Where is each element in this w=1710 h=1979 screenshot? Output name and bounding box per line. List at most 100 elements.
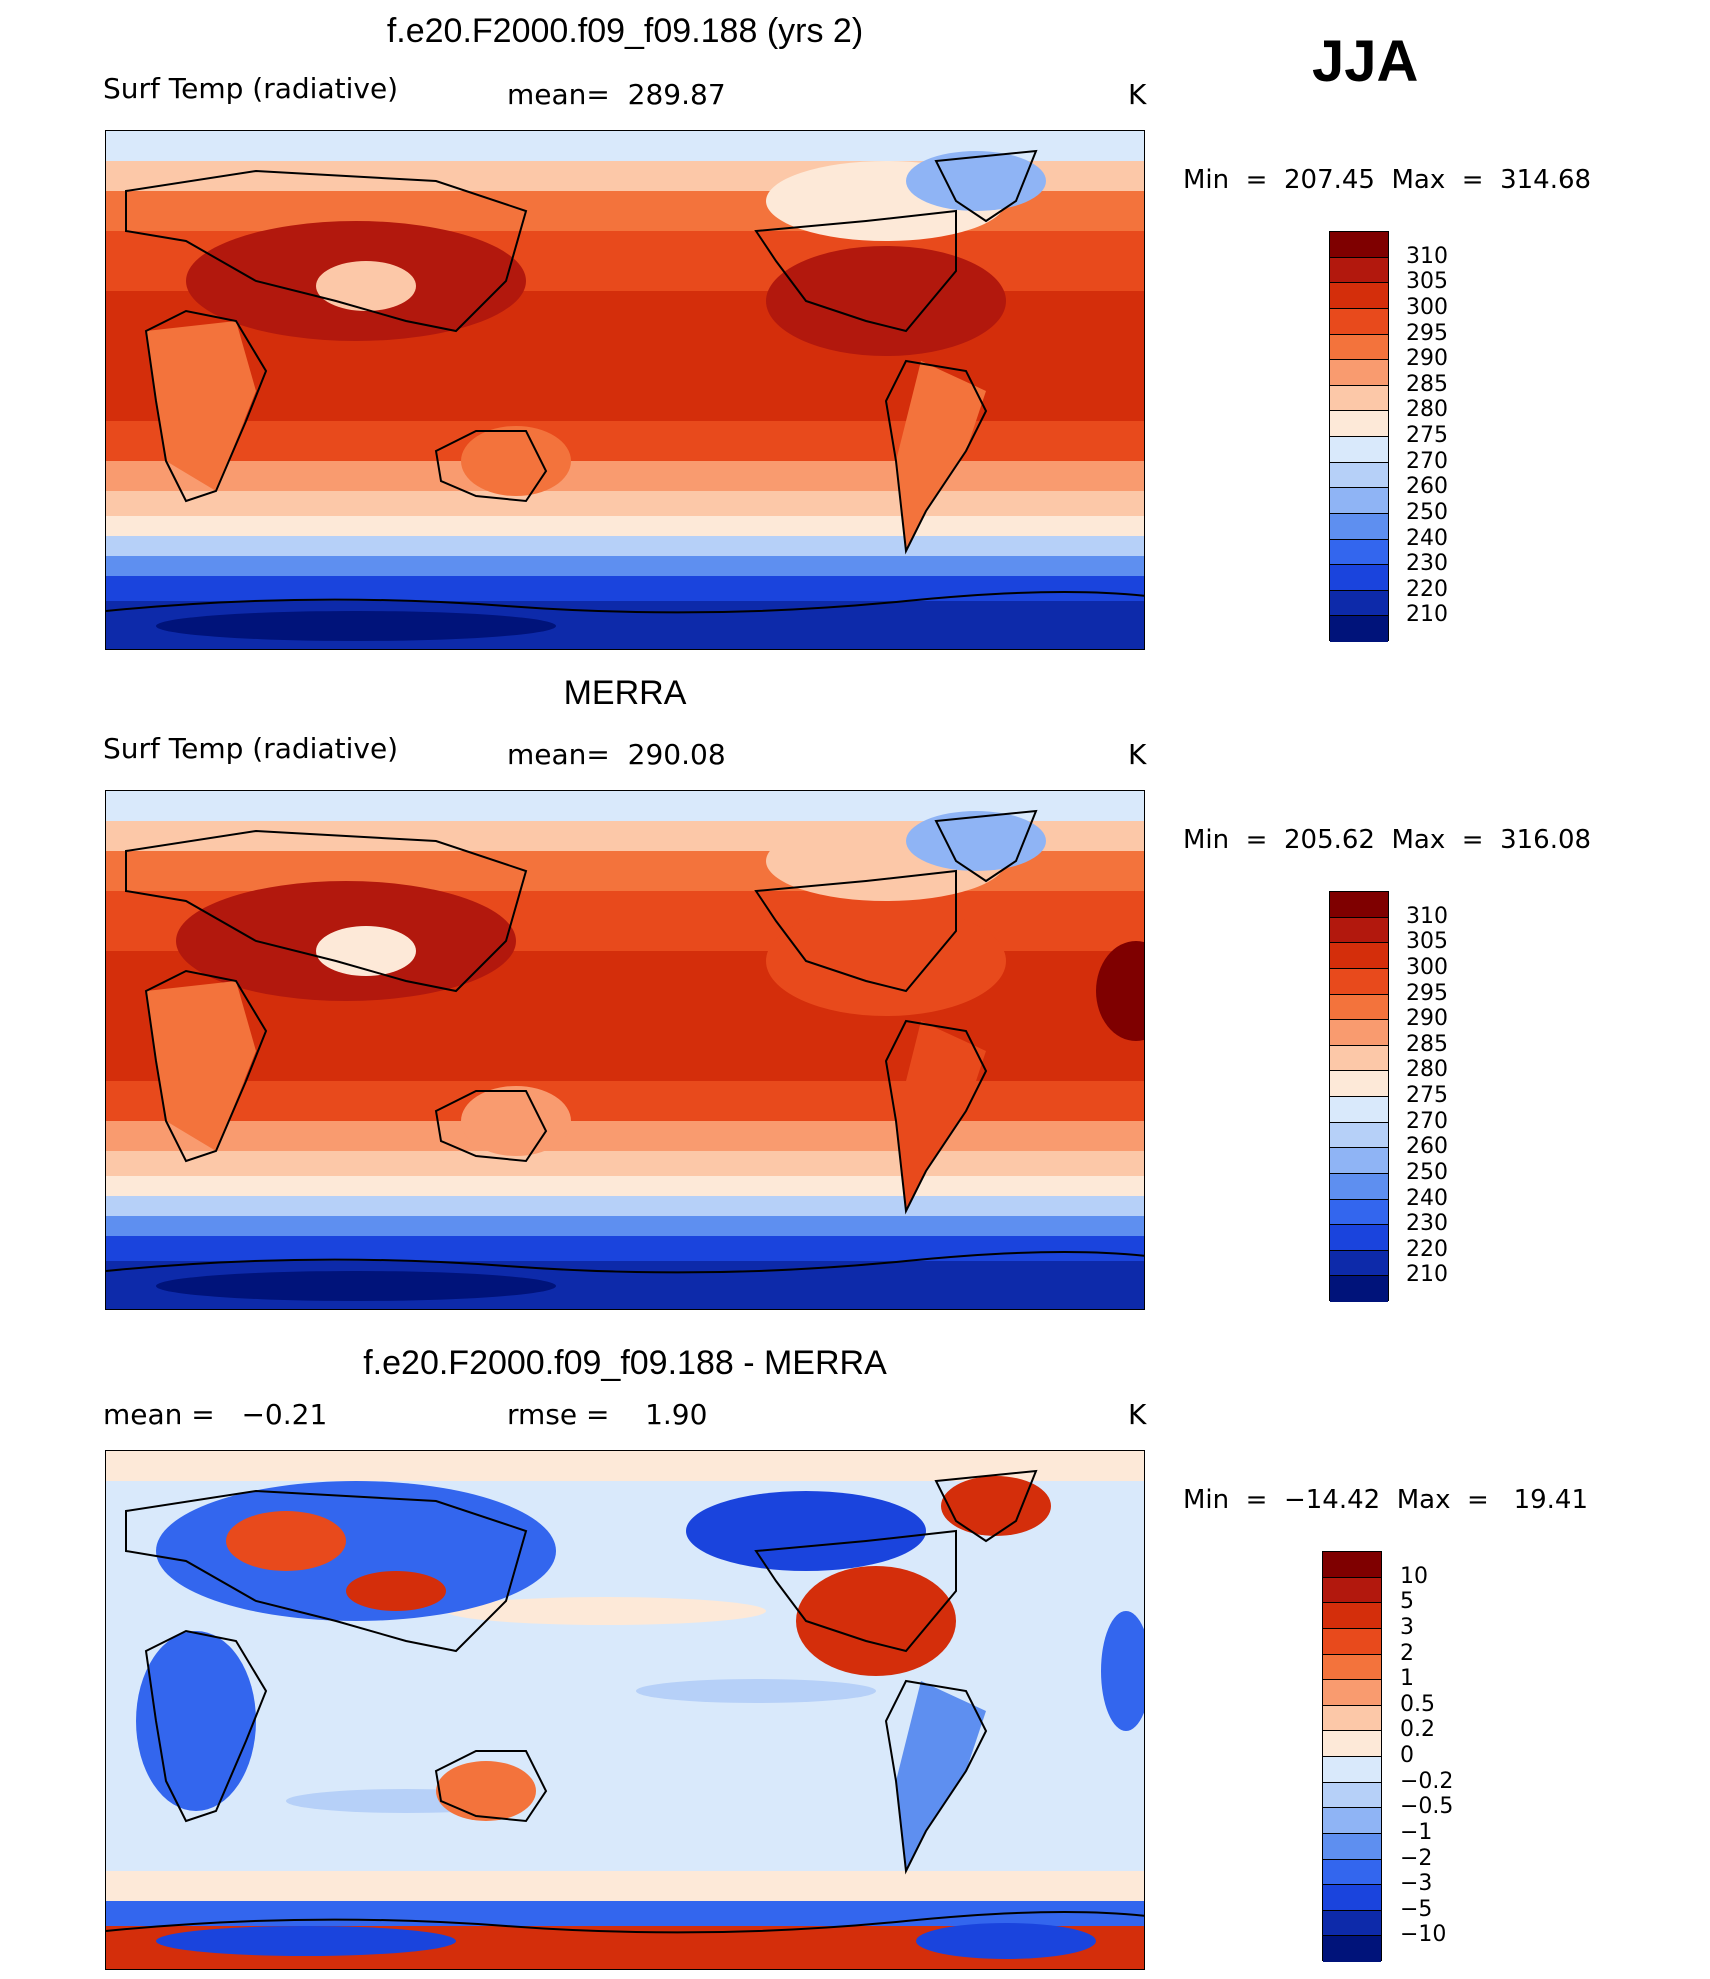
- colorbar-tick-label: 220: [1406, 1236, 1448, 1262]
- colorbar-tick-label: 210: [1406, 602, 1448, 628]
- panel-2-minmax: Min = 205.62 Max = 316.08: [1183, 825, 1592, 855]
- colorbar-tick-label: 305: [1406, 929, 1448, 955]
- colorbar-tick-label: −0.5: [1400, 1794, 1454, 1820]
- colorbar-swatch: [1330, 943, 1388, 969]
- colorbar-swatch: [1330, 994, 1388, 1021]
- panel-1-mean-label: mean= 289.87: [507, 78, 726, 111]
- colorbar-tick-label: 250: [1406, 499, 1448, 525]
- panel-1-title: f.e20.F2000.f09_f09.188 (yrs 2): [386, 12, 864, 50]
- colorbar-tick-label: 275: [1406, 423, 1448, 448]
- panel-1-map: [105, 130, 1145, 650]
- colorbar-tick-label: −3: [1400, 1871, 1433, 1897]
- colorbar-swatch: [1330, 488, 1388, 514]
- colorbar-tick-label: 295: [1406, 980, 1448, 1006]
- colorbar-swatch: [1330, 1071, 1388, 1097]
- colorbar-swatch: [1330, 1199, 1388, 1226]
- colorbar-swatch: [1330, 385, 1388, 412]
- panel-3-colorbar: [1322, 1551, 1382, 1962]
- colorbar-tick-label: 260: [1406, 474, 1448, 500]
- colorbar-swatch: [1330, 1225, 1388, 1251]
- colorbar-tick-label: 220: [1406, 576, 1448, 602]
- colorbar-swatch: [1330, 539, 1388, 566]
- panel-2-map-field: [106, 791, 1144, 1309]
- colorbar-tick-label: 300: [1406, 294, 1448, 320]
- colorbar-swatch: [1330, 513, 1388, 540]
- panel-1-minmax: Min = 207.45 Max = 314.68: [1183, 165, 1592, 195]
- colorbar-tick-label: 230: [1406, 551, 1448, 577]
- colorbar-tick-label: 285: [1406, 371, 1448, 397]
- colorbar-tick-label: −0.2: [1400, 1768, 1454, 1794]
- colorbar-swatch: [1330, 1250, 1388, 1277]
- colorbar-swatch: [1330, 1276, 1388, 1302]
- panel-1-colorbar-labels: 310 305 300 295 290 285 280 275 270 260 250 240 230 2…: [1406, 231, 1486, 641]
- colorbar-swatch: [1330, 308, 1388, 335]
- colorbar-tick-label: 305: [1406, 269, 1448, 295]
- colorbar-tick-label: 0.2: [1400, 1717, 1435, 1743]
- panel-3-mean-label: mean = −0.21: [103, 1398, 328, 1431]
- colorbar-swatch: [1330, 1122, 1388, 1149]
- colorbar-tick-label: 10: [1400, 1563, 1428, 1589]
- colorbar-swatch: [1330, 411, 1388, 437]
- colorbar-tick-label: 275: [1406, 1083, 1448, 1108]
- colorbar-tick-label: 290: [1406, 1006, 1448, 1032]
- colorbar-swatch: [1330, 232, 1388, 258]
- colorbar-tick-label: 270: [1406, 1108, 1448, 1134]
- panel-3-colorbar-labels: 10 5 3 2 1 0.5 0.2 0 −0.2 −0.5 −1 −2 −3 −5 −10: [1400, 1551, 1490, 1961]
- colorbar-swatch: [1323, 1628, 1381, 1655]
- colorbar-tick-label: 250: [1406, 1159, 1448, 1185]
- colorbar-tick-label: 290: [1406, 346, 1448, 372]
- colorbar-swatch: [1330, 360, 1388, 386]
- panel-1-colorbar: [1329, 231, 1389, 642]
- colorbar-tick-label: 230: [1406, 1211, 1448, 1237]
- colorbar-swatch: [1330, 565, 1388, 591]
- colorbar-swatch: [1323, 1603, 1381, 1629]
- panel-1-map-field: [106, 131, 1144, 649]
- colorbar-swatch: [1330, 283, 1388, 309]
- panel-3-units-label: K: [1128, 1398, 1147, 1431]
- colorbar-swatch: [1323, 1731, 1381, 1757]
- colorbar-swatch: [1323, 1859, 1381, 1886]
- colorbar-swatch: [1323, 1936, 1381, 1962]
- panel-2-mean-label: mean= 290.08: [507, 738, 726, 771]
- colorbar-swatch: [1330, 334, 1388, 361]
- panel-2-colorbar: [1329, 891, 1389, 1302]
- colorbar-tick-label: 2: [1400, 1640, 1414, 1666]
- colorbar-tick-label: −5: [1400, 1896, 1433, 1922]
- colorbar-tick-label: 0.5: [1400, 1691, 1435, 1717]
- colorbar-tick-label: 285: [1406, 1031, 1448, 1057]
- colorbar-swatch: [1330, 1173, 1388, 1200]
- colorbar-swatch: [1330, 1020, 1388, 1046]
- colorbar-tick-label: 300: [1406, 954, 1448, 980]
- colorbar-swatch: [1323, 1705, 1381, 1732]
- panel-3-minmax: Min = −14.42 Max = 19.41: [1183, 1485, 1589, 1515]
- colorbar-swatch: [1323, 1782, 1381, 1809]
- panel-3-map-field: [106, 1451, 1144, 1969]
- colorbar-swatch: [1323, 1552, 1381, 1578]
- colorbar-tick-label: 210: [1406, 1262, 1448, 1288]
- colorbar-swatch: [1330, 1045, 1388, 1072]
- colorbar-swatch: [1323, 1654, 1381, 1681]
- colorbar-tick-label: −1: [1400, 1819, 1433, 1845]
- colorbar-swatch: [1330, 462, 1388, 489]
- colorbar-swatch: [1330, 892, 1388, 918]
- colorbar-swatch: [1330, 590, 1388, 617]
- colorbar-tick-label: 5: [1400, 1589, 1414, 1615]
- colorbar-tick-label: −10: [1400, 1922, 1447, 1948]
- colorbar-swatch: [1323, 1577, 1381, 1604]
- colorbar-tick-label: 260: [1406, 1134, 1448, 1160]
- colorbar-tick-label: 240: [1406, 1185, 1448, 1211]
- colorbar-swatch: [1330, 968, 1388, 995]
- colorbar-tick-label: 295: [1406, 320, 1448, 346]
- colorbar-swatch: [1323, 1885, 1381, 1911]
- colorbar-tick-label: −2: [1400, 1845, 1433, 1871]
- colorbar-tick-label: 280: [1406, 1057, 1448, 1083]
- colorbar-swatch: [1330, 917, 1388, 944]
- colorbar-swatch: [1323, 1910, 1381, 1937]
- colorbar-swatch: [1330, 616, 1388, 642]
- colorbar-tick-label: 3: [1400, 1614, 1414, 1640]
- colorbar-tick-label: 280: [1406, 397, 1448, 423]
- colorbar-swatch: [1330, 1148, 1388, 1174]
- colorbar-tick-label: 270: [1406, 448, 1448, 474]
- colorbar-tick-label: 240: [1406, 525, 1448, 551]
- colorbar-swatch: [1323, 1757, 1381, 1783]
